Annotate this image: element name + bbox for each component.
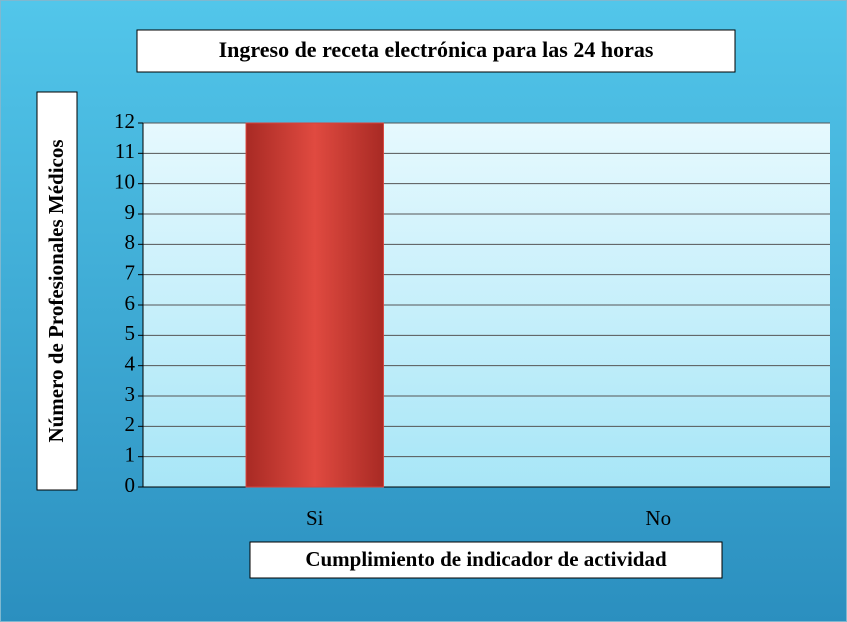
- title-box: [136, 29, 736, 73]
- x-axis-title: Cumplimiento de indicador de actividad: [305, 547, 667, 571]
- bar: [245, 122, 384, 488]
- chart-title: Ingreso de receta electrónica para las 2…: [219, 37, 654, 62]
- y-tick-label: 11: [115, 139, 135, 163]
- y-tick-label: 8: [125, 230, 136, 254]
- x-tick-label: Si: [306, 506, 324, 530]
- y-axis-title: Número de Profesionales Médicos: [44, 139, 68, 442]
- y-tick-label: 6: [125, 291, 136, 315]
- y-tick-label: 2: [125, 412, 136, 436]
- y-axis-title-box: [36, 91, 78, 491]
- y-tick-label: 0: [125, 473, 136, 497]
- y-tick-label: 10: [114, 169, 135, 193]
- y-tick-label: 12: [114, 109, 135, 133]
- y-tick-label: 7: [125, 260, 136, 284]
- x-tick-label: No: [645, 506, 671, 530]
- y-tick-label: 4: [125, 351, 136, 375]
- x-axis-title-box: [249, 541, 723, 579]
- y-tick-label: 1: [125, 442, 136, 466]
- y-tick-label: 5: [125, 321, 136, 345]
- y-tick-label: 3: [125, 382, 136, 406]
- y-tick-label: 9: [125, 200, 136, 224]
